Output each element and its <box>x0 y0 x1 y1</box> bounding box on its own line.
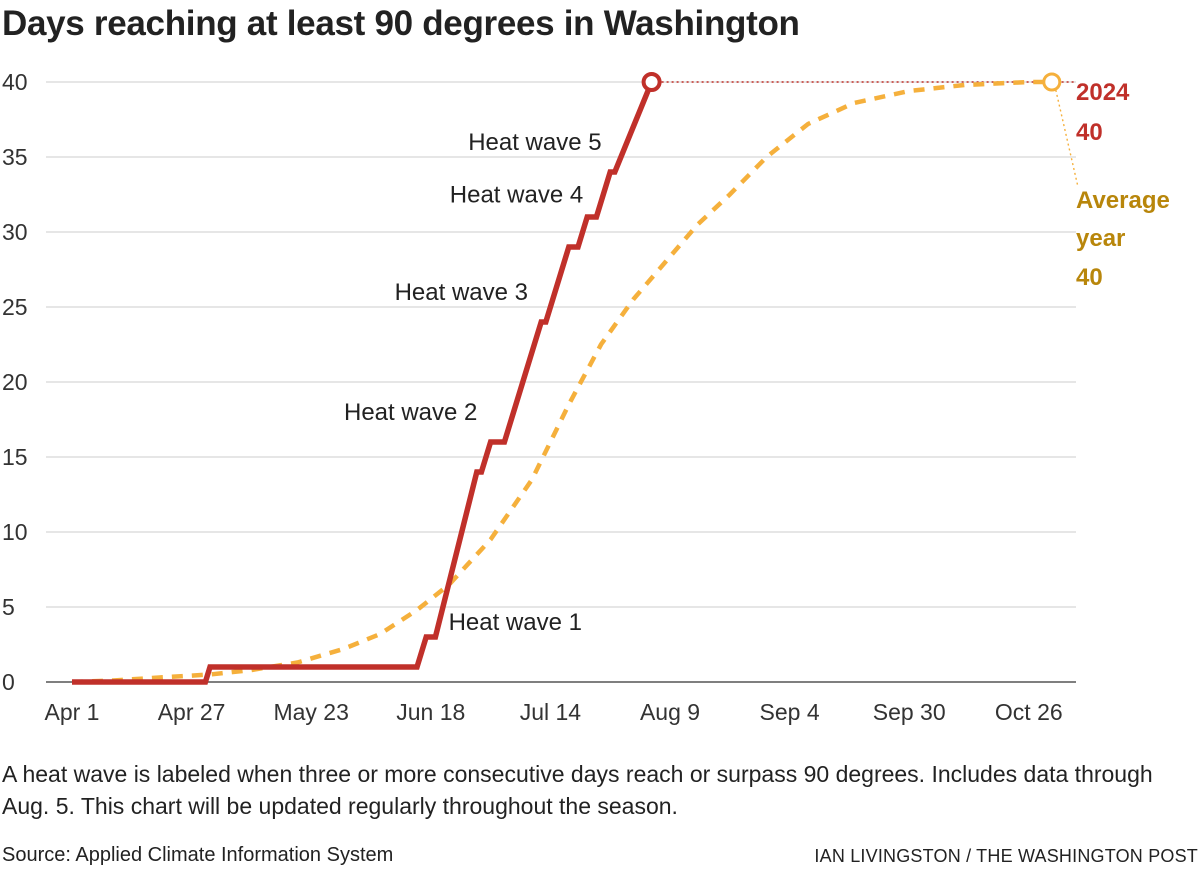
x-tick-label: Sep 30 <box>873 699 946 725</box>
y-tick-label: 35 <box>2 144 28 170</box>
y-tick-label: 25 <box>2 294 28 320</box>
heat-wave-label: Heat wave 5 <box>468 129 601 156</box>
y-tick-label: 30 <box>2 219 28 245</box>
gridlines <box>46 81 1076 683</box>
y-axis-ticks: 0 5 10 15 20 25 30 35 40 <box>2 69 28 695</box>
series-lines <box>71 72 1079 685</box>
x-tick-label: Jun 18 <box>396 699 465 725</box>
series-average-endpoint <box>1042 72 1062 92</box>
x-tick-label: May 23 <box>273 699 348 725</box>
end-label-2024-name: 2024 <box>1076 79 1130 106</box>
annotations: Heat wave 1 Heat wave 2 Heat wave 3 Heat wa… <box>344 129 602 636</box>
end-label-average-line1: Average <box>1076 187 1170 214</box>
x-tick-label: Aug 9 <box>640 699 700 725</box>
end-label-2024-value: 40 <box>1076 119 1103 146</box>
end-label-average-value: 40 <box>1076 264 1103 291</box>
y-tick-label: 15 <box>2 444 28 470</box>
chart-title: Days reaching at least 90 degrees in Was… <box>2 4 800 43</box>
x-tick-label: Jul 14 <box>520 699 582 725</box>
average-label-leader <box>1055 89 1079 187</box>
heat-wave-label: Heat wave 4 <box>450 182 583 209</box>
heat-wave-label: Heat wave 1 <box>449 609 582 636</box>
chart-note: A heat wave is labeled when three or mor… <box>2 761 1153 819</box>
y-tick-label: 0 <box>2 669 15 695</box>
end-labels: 2024 40 Average year 40 <box>1076 79 1170 291</box>
series-2024-endpoint <box>641 72 662 92</box>
x-tick-label: Apr 27 <box>158 699 226 725</box>
y-tick-label: 10 <box>2 519 28 545</box>
x-tick-label: Oct 26 <box>995 699 1063 725</box>
x-tick-label: Apr 1 <box>45 699 100 725</box>
series-2024-line <box>72 80 655 685</box>
heat-wave-label: Heat wave 3 <box>395 279 528 306</box>
x-tick-label: Sep 4 <box>760 699 820 725</box>
x-axis-ticks: Apr 1 Apr 27 May 23 Jun 18 Jul 14 Aug 9 Sep 4 S… <box>45 699 1063 725</box>
y-tick-label: 20 <box>2 369 28 395</box>
end-label-average-line2: year <box>1076 225 1125 252</box>
source-line: Source: Applied Climate Information Syst… <box>2 844 394 866</box>
heat-wave-label: Heat wave 2 <box>344 399 477 426</box>
credit-line: IAN LIVINGSTON / THE WASHINGTON POST <box>814 846 1198 866</box>
y-tick-label: 40 <box>2 69 28 95</box>
y-tick-label: 5 <box>2 594 15 620</box>
